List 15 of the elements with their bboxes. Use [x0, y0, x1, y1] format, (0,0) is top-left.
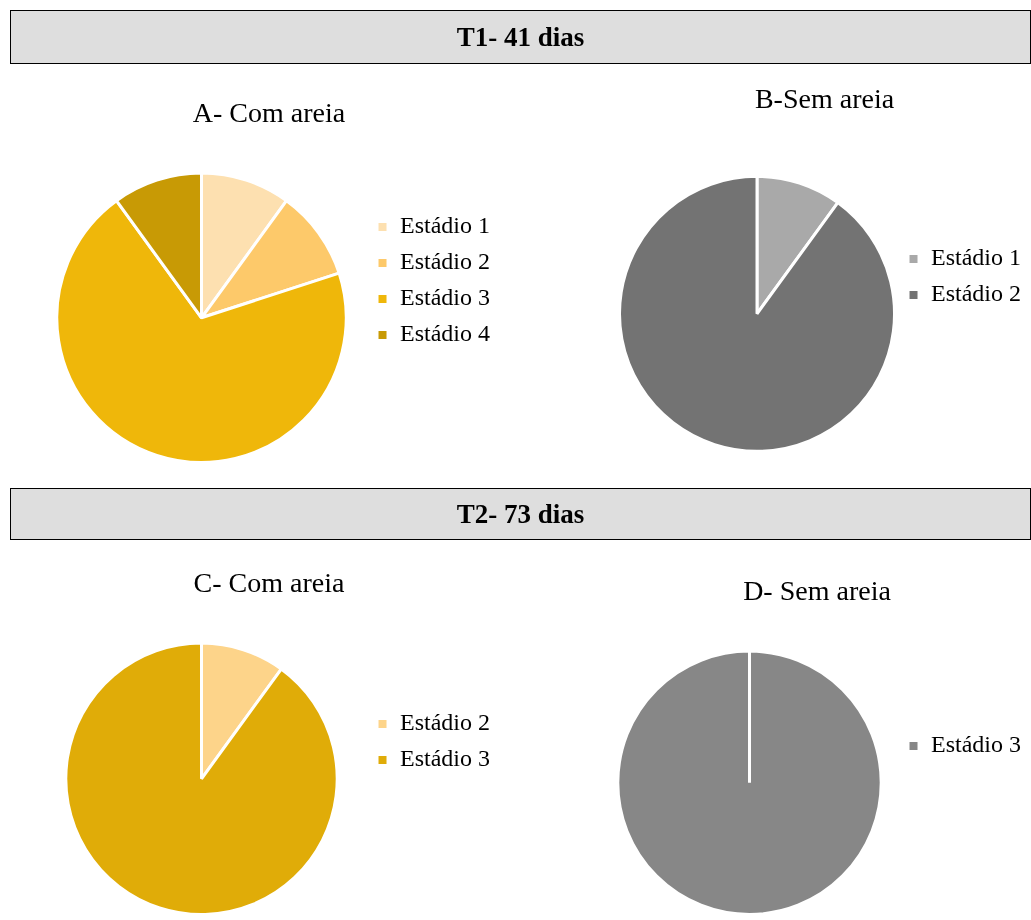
legend-label: Estádio 4	[400, 320, 491, 347]
chart-title: D- Sem areia	[743, 575, 892, 607]
text: T1- 41 dias	[10, 10, 1031, 64]
legend-label: Estádio 3	[400, 284, 491, 311]
text: T2- 73 dias	[10, 488, 1031, 540]
chart-title: B-Sem areia	[754, 83, 895, 115]
legend-label: Estádio 3	[400, 745, 491, 772]
legend-label: Estádio 1	[931, 244, 1022, 271]
legend-label: Estádio 2	[400, 709, 491, 736]
legend-label: Estádio 3	[931, 731, 1022, 758]
chart-title: A- Com areia	[192, 97, 346, 129]
chart-title: C- Com areia	[193, 567, 345, 599]
legend-label: Estádio 2	[400, 248, 491, 275]
legend-label: Estádio 2	[931, 280, 1022, 307]
legend-label: Estádio 1	[400, 212, 491, 239]
